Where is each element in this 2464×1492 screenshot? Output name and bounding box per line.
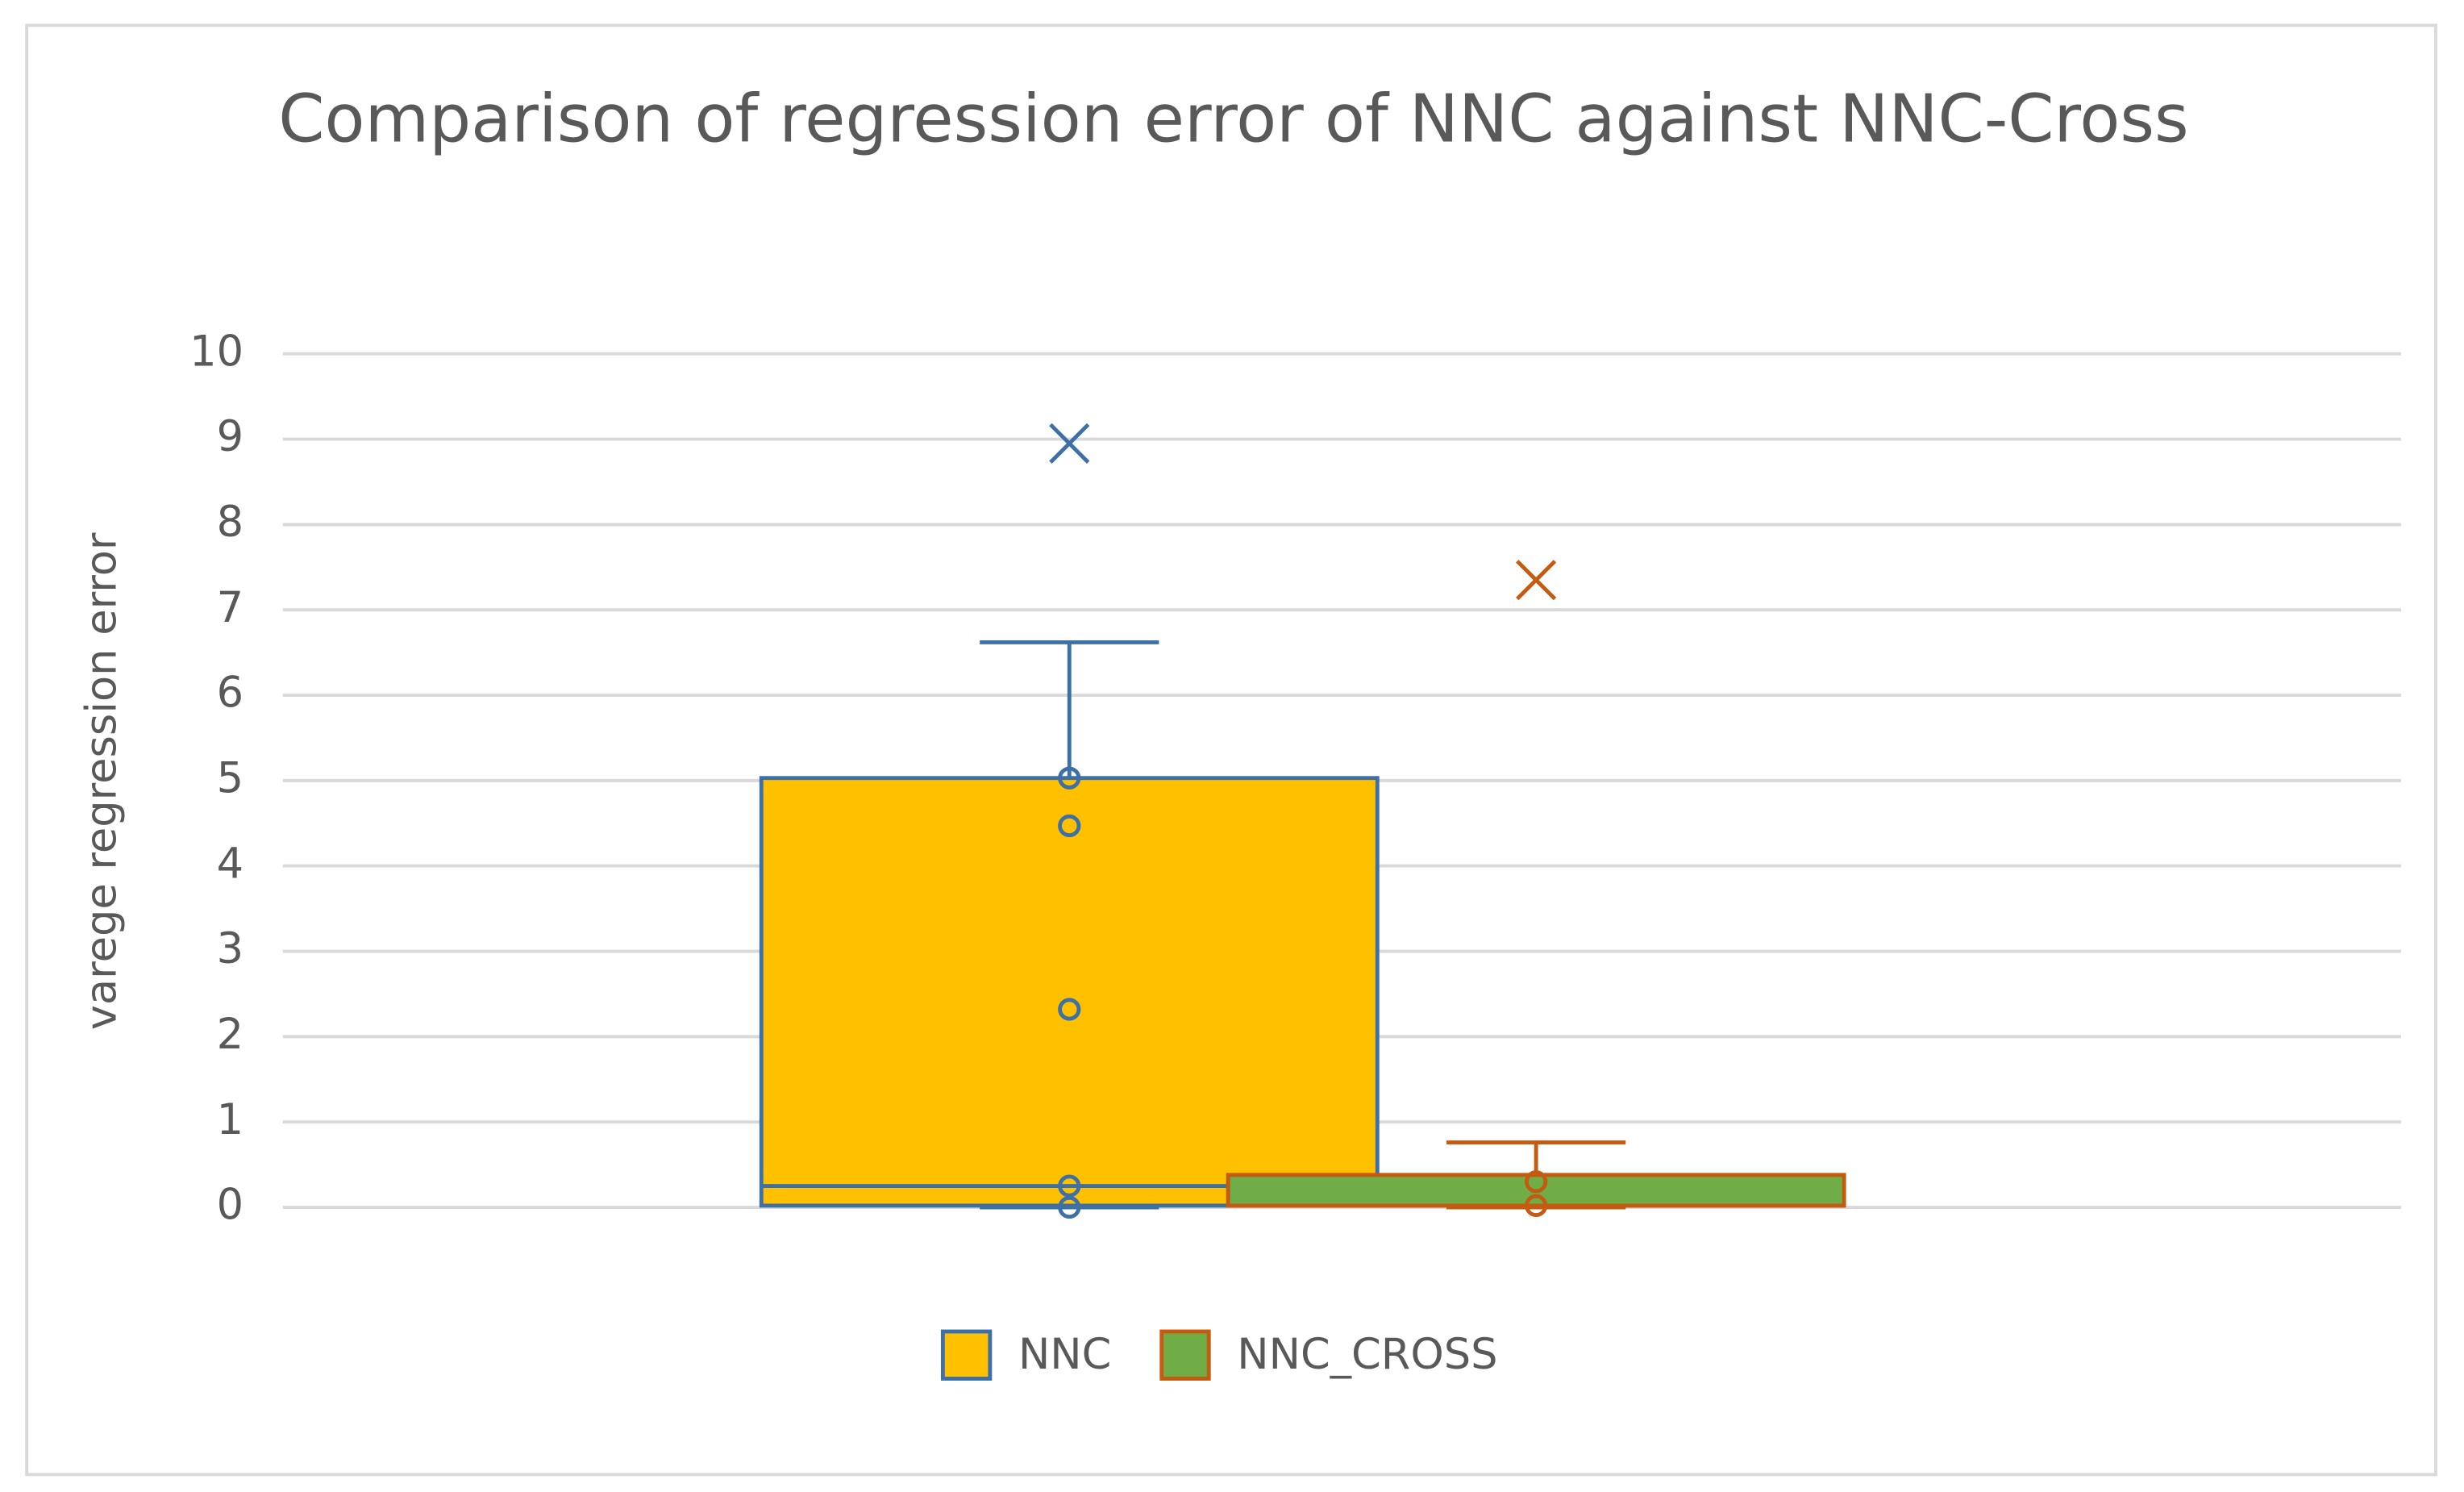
data-point bbox=[1058, 814, 1081, 838]
data-point bbox=[1058, 998, 1081, 1021]
y-tick-label: 5 bbox=[217, 754, 243, 803]
y-tick-label: 9 bbox=[217, 412, 243, 461]
y-tick-label: 8 bbox=[217, 498, 243, 547]
legend-swatch bbox=[1159, 1329, 1211, 1381]
data-point bbox=[1058, 1195, 1081, 1219]
y-tick-label: 0 bbox=[217, 1181, 243, 1230]
legend-swatch bbox=[940, 1329, 993, 1381]
legend-label: NNC_CROSS bbox=[1237, 1330, 1497, 1379]
title-box: Comparison of regression error of NNC ag… bbox=[278, 80, 2189, 158]
y-tick-label: 7 bbox=[217, 583, 243, 632]
box bbox=[759, 776, 1380, 1208]
chart-title: Comparison of regression error of NNC ag… bbox=[278, 80, 2189, 158]
mean-marker bbox=[1049, 423, 1090, 464]
mean-marker bbox=[1516, 560, 1557, 601]
y-axis-label: varege regression error bbox=[77, 532, 126, 1030]
y-tick-label: 10 bbox=[189, 327, 243, 376]
chart-frame bbox=[25, 23, 2437, 1477]
data-point bbox=[1058, 766, 1081, 790]
y-tick-label: 3 bbox=[217, 924, 243, 973]
data-point bbox=[1524, 1194, 1548, 1218]
data-point bbox=[1524, 1170, 1548, 1194]
y-tick-label: 6 bbox=[217, 669, 243, 718]
legend-label: NNC bbox=[1018, 1330, 1111, 1379]
y-tick-label: 4 bbox=[217, 839, 243, 888]
y-tick-label: 2 bbox=[217, 1010, 243, 1059]
data-point bbox=[1058, 1174, 1081, 1198]
y-tick-label: 1 bbox=[217, 1095, 243, 1144]
